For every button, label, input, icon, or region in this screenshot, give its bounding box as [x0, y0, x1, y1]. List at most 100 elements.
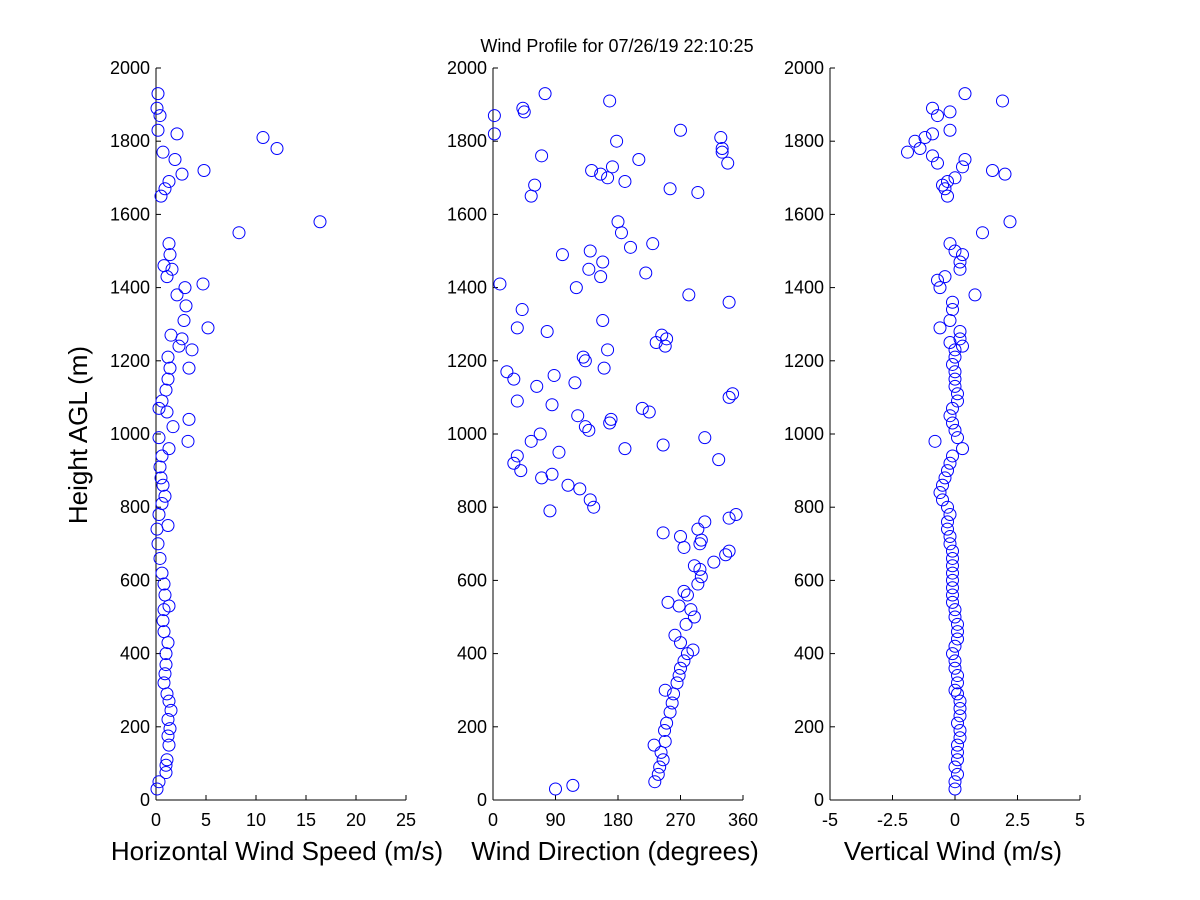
data-point [177, 314, 191, 328]
data-point [175, 167, 189, 181]
data-point [256, 131, 270, 145]
data-point [660, 332, 674, 346]
data-point [946, 416, 959, 430]
data-point [493, 277, 507, 291]
data-point [926, 101, 939, 115]
data-point [656, 438, 670, 452]
data-point [566, 778, 580, 792]
data-point [568, 376, 582, 390]
data-point [686, 643, 700, 657]
y-tick-label: 1800 [110, 131, 150, 151]
y-tick-label: 400 [457, 644, 487, 664]
data-point [156, 478, 170, 492]
data-point [632, 153, 646, 166]
data-point [953, 332, 967, 346]
data-point [951, 687, 964, 701]
data-point [715, 142, 729, 156]
data-point [604, 412, 618, 426]
y-tick-label: 800 [120, 497, 150, 517]
data-point [656, 526, 670, 540]
y-tick-label: 400 [794, 644, 824, 664]
data-point [976, 226, 989, 240]
data-point [618, 442, 632, 456]
data-point [943, 529, 957, 543]
y-tick-label: 1400 [784, 278, 824, 298]
data-point [663, 182, 677, 196]
data-point [941, 174, 954, 188]
data-point [941, 464, 954, 478]
data-point [948, 365, 962, 379]
data-point [161, 729, 175, 743]
data-point [507, 456, 521, 470]
data-point [682, 288, 696, 302]
data-point [943, 508, 957, 522]
data-point [150, 522, 164, 536]
y-tick-label: 1400 [110, 278, 150, 298]
data-point [601, 343, 615, 357]
y-tick-label: 1600 [110, 204, 150, 224]
data-point [161, 519, 175, 532]
data-point [948, 423, 962, 437]
data-point [722, 511, 736, 525]
y-tick-label: 1600 [447, 204, 487, 224]
data-point [953, 262, 967, 276]
data-point [170, 127, 184, 141]
data-point [687, 559, 701, 573]
data-point [587, 500, 601, 514]
data-point [951, 745, 964, 759]
y-tick-label: 600 [120, 570, 150, 590]
data-point [958, 87, 972, 101]
data-point [156, 145, 170, 159]
y-tick-label: 200 [120, 717, 150, 737]
data-point [150, 782, 164, 796]
data-point [596, 314, 610, 328]
data-point [159, 658, 173, 672]
data-point [698, 431, 712, 445]
data-point [938, 471, 952, 485]
data-point [968, 288, 982, 302]
data-point [163, 248, 177, 262]
data-point [152, 775, 166, 789]
data-point [160, 753, 174, 767]
data-point [948, 760, 962, 774]
data-point [953, 325, 967, 339]
data-point [618, 174, 632, 188]
data-point [614, 226, 628, 240]
data-point [552, 445, 566, 459]
data-point [538, 87, 552, 101]
data-point [729, 508, 743, 522]
data-point [179, 299, 193, 313]
data-point [655, 328, 669, 342]
data-point [674, 661, 687, 675]
data-point [547, 368, 561, 382]
data-point [158, 667, 172, 681]
data-point [941, 500, 954, 514]
data-point [726, 387, 740, 401]
data-point [958, 153, 972, 166]
data-point [158, 489, 172, 503]
data-point [159, 758, 173, 772]
data-point [951, 716, 964, 730]
data-point [948, 610, 962, 624]
data-point [555, 248, 569, 262]
data-point [646, 237, 660, 251]
data-point [154, 189, 168, 203]
data-point [175, 332, 189, 346]
data-point [573, 482, 587, 496]
data-point [951, 625, 964, 639]
data-point [948, 244, 962, 258]
data-point [946, 357, 959, 371]
data-point [933, 281, 947, 295]
data-point [161, 636, 175, 650]
data-point [155, 566, 169, 580]
y-tick-label: 800 [794, 497, 824, 517]
data-point [487, 109, 501, 123]
data-point [487, 127, 501, 141]
x-tick-label: 5 [201, 810, 211, 830]
data-point [956, 160, 969, 174]
data-point [933, 321, 947, 335]
data-point [157, 577, 171, 591]
x-tick-label: 90 [545, 810, 565, 830]
x-tick-label: 10 [246, 810, 266, 830]
data-point [611, 215, 625, 229]
